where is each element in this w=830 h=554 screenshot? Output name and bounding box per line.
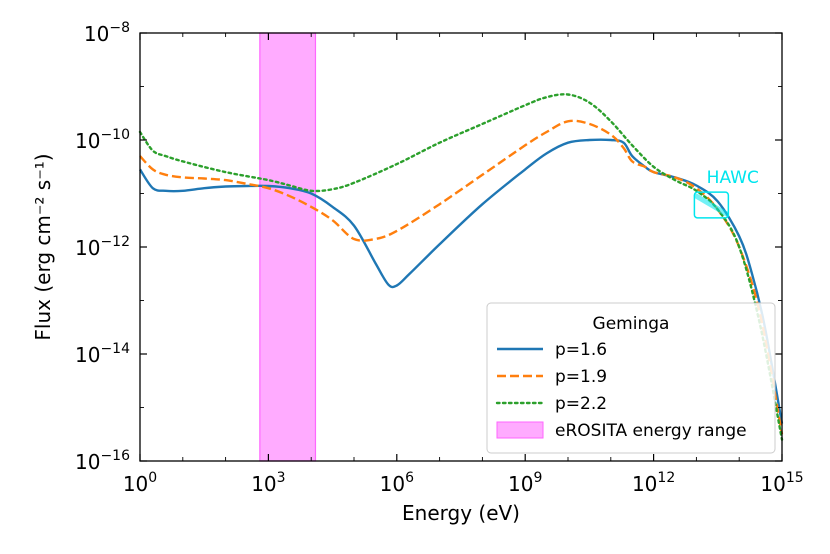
x-tick-label: 106 [380,470,414,496]
legend-box [486,302,776,454]
series-layer [138,93,784,441]
x-axis-title: Energy (eV) [402,501,520,525]
legend-label-band: eROSITA energy range [555,421,747,441]
legend-label-2: p=1.9 [555,367,607,387]
y-axis-title: Flux (erg cm⁻² s⁻¹) [31,153,55,340]
legend-title: Geminga [593,314,670,334]
y-tick-label: 10−12 [75,234,130,260]
legend-label-3: p=2.2 [555,394,607,414]
y-tick-label: 10−14 [75,341,130,367]
x-tick-label: 103 [251,470,285,496]
y-tick-label: 10−16 [75,448,130,474]
series-line-2 [139,119,784,435]
x-tick-label: 1012 [632,470,675,496]
y-tick-label: 10−10 [75,127,130,153]
hawc-annotation: HAWC [707,168,759,188]
legend-label-1: p=1.6 [555,340,607,360]
tick-layer: 100 103 106 109 1012 1015 10−8 10−10 10−12 10−14 1… [75,20,804,496]
y-tick-label: 10−8 [84,20,130,46]
series-line-3 [138,93,784,441]
x-tick-label: 100 [123,470,157,496]
series-line-1 [138,138,784,424]
x-tick-label: 1015 [760,470,803,496]
hawc-range-box [693,191,730,219]
erosita-energy-band [259,32,317,462]
erosita-band-layer [259,32,317,462]
legend: Geminga p=1.6 p=1.9 p=2.2 eROSITA energy ran… [486,302,776,454]
hawc-range-mark [693,193,729,217]
x-tick-label: 109 [508,470,542,496]
legend-swatch-band [496,421,544,439]
annotation-layer: HAWC [693,168,759,219]
